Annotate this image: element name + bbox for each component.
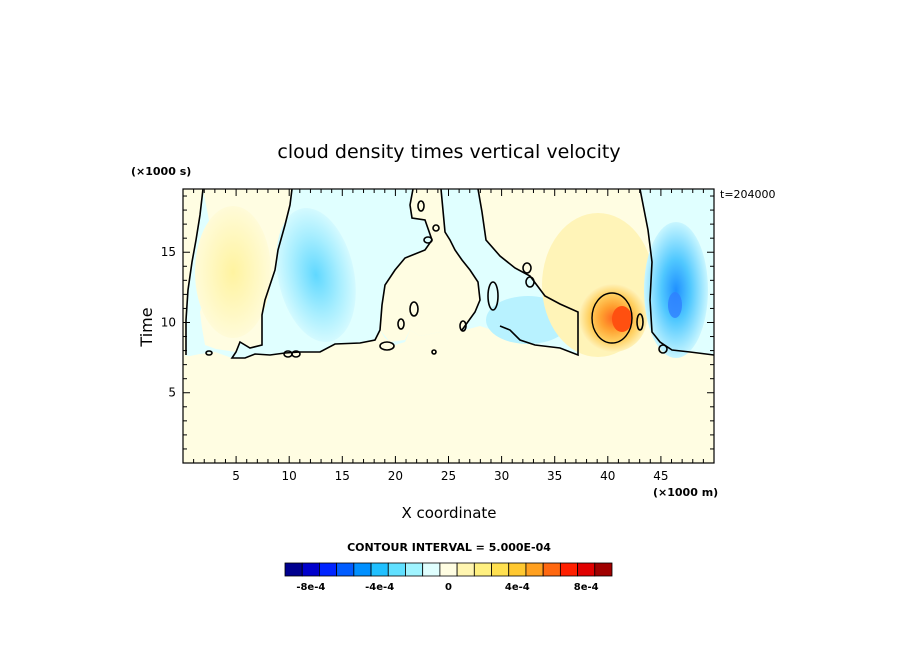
contour-interval-text: CONTOUR INTERVAL = 5.000E-04: [347, 541, 551, 554]
colorbar-label: -8e-4: [296, 582, 325, 593]
colorbar-swatch: [559, 562, 578, 577]
colorbar-label: 4e-4: [505, 582, 530, 593]
colorbar-label: 8e-4: [574, 582, 599, 593]
colorbar-swatch: [473, 562, 492, 577]
colorbar-swatch: [594, 562, 613, 577]
zero-contours: [185, 189, 714, 359]
colorbar-swatch: [491, 562, 510, 577]
x-tick-label: 45: [653, 469, 668, 483]
negative-cell-left: [276, 208, 356, 342]
x-tick-label: 35: [547, 469, 562, 483]
colorbar-swatch: [422, 562, 441, 577]
colorbar-swatch: [319, 562, 338, 577]
negative-cell-right-core: [668, 292, 682, 318]
positive-cell-left: [195, 206, 271, 338]
negative-cell-right: [644, 222, 708, 358]
colorbar-label: 0: [445, 582, 452, 593]
colorbar-swatch: [284, 562, 303, 577]
positive-cell-max: [612, 306, 632, 332]
x-tick-label: 5: [232, 469, 240, 483]
neutral-gap-center: [380, 189, 480, 342]
colorbar-swatch: [336, 562, 355, 577]
colorbar: [284, 562, 613, 577]
colorbar-swatch: [456, 562, 475, 577]
colorbar-swatch: [301, 562, 320, 577]
y-axis-label: Time: [137, 307, 156, 347]
colorbar-swatch: [508, 562, 527, 577]
plot-area: [183, 189, 714, 463]
colorbar-swatch: [353, 562, 372, 577]
y-unit-label: (×1000 s): [131, 165, 191, 178]
x-tick-label: 30: [494, 469, 509, 483]
colorbar-label: -4e-4: [365, 582, 394, 593]
colorbar-swatch: [577, 562, 596, 577]
colorbar-swatch: [387, 562, 406, 577]
timestamp-label: t=204000: [720, 188, 776, 201]
colorbar-swatch: [542, 562, 561, 577]
y-tick-label: 5: [168, 386, 176, 400]
x-tick-label: 15: [335, 469, 350, 483]
x-tick-label: 10: [282, 469, 297, 483]
y-tick-label: 10: [161, 315, 176, 329]
colorbar-swatch: [405, 562, 424, 577]
y-tick-label: 15: [161, 245, 176, 259]
x-tick-label: 25: [441, 469, 456, 483]
chart-title: cloud density times vertical velocity: [277, 141, 620, 163]
x-axis: 5 10 15 20 25 30 35 40 45: [193, 189, 704, 483]
x-tick-label: 20: [388, 469, 403, 483]
y-axis: 5 10 15: [161, 195, 714, 450]
x-unit-label: (×1000 m): [653, 486, 718, 499]
x-axis-label: X coordinate: [401, 504, 496, 522]
colorbar-swatch: [525, 562, 544, 577]
colorbar-labels: -8e-4 -4e-4 0 4e-4 8e-4: [296, 582, 598, 593]
neutral-gap-left: [183, 189, 203, 355]
colorbar-swatch: [439, 562, 458, 577]
colorbar-swatch: [370, 562, 389, 577]
positive-contour: [591, 292, 633, 344]
x-tick-label: 40: [600, 469, 615, 483]
